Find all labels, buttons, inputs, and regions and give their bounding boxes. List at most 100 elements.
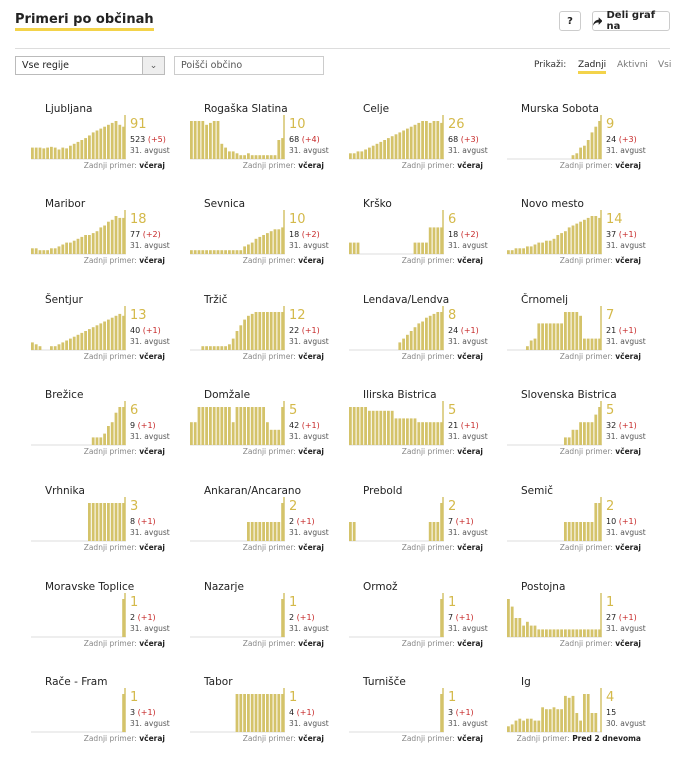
delta-count: (+1) — [618, 421, 637, 430]
search-input[interactable] — [174, 56, 324, 75]
chart-bar — [548, 323, 552, 350]
municipality-card[interactable]: Brežice 6 9 (+1) 31. avgust Zadnji primer: v… — [31, 389, 181, 479]
chart-bar — [110, 122, 114, 159]
municipality-card[interactable]: Novo mesto 14 37 (+1) 31. avgust Zadnji prim… — [507, 198, 657, 288]
delta-count: (+1) — [460, 326, 479, 335]
municipality-card[interactable]: Ankaran/Ancarano 2 2 (+1) 31. avgust Zadnji … — [190, 485, 340, 575]
last-case-label: Zadnji primer: — [559, 639, 613, 648]
chart-bar — [88, 135, 91, 159]
chart-bar — [579, 147, 582, 159]
municipality-card[interactable]: Rače - Fram 1 3 (+1) 31. avgust Zadnji prime… — [31, 676, 181, 766]
option-aktivni[interactable]: Aktivni — [617, 60, 648, 70]
chart-bar — [243, 246, 246, 254]
chart-bar — [409, 126, 413, 159]
last-case-row: Zadnji primer: včeraj — [84, 543, 165, 552]
municipality-name: Šentjur — [45, 294, 83, 306]
region-select[interactable]: Vse regije ⌄ — [15, 56, 165, 75]
municipality-card[interactable]: Maribor 18 77 (+2) 31. avgust Zadnji primer:… — [31, 198, 181, 288]
chart-bar — [91, 503, 95, 541]
total-count: 40 — [130, 326, 141, 335]
latest-count: 5 — [606, 403, 615, 418]
sparkline-chart — [349, 688, 444, 733]
last-case-label: Zadnji primer: — [516, 734, 570, 743]
help-button[interactable]: ? — [559, 11, 581, 31]
municipality-card[interactable]: Domžale 5 42 (+1) 31. avgust Zadnji primer: … — [190, 389, 340, 479]
municipality-name: Tabor — [204, 676, 233, 688]
municipality-card[interactable]: Črnomelj 7 21 (+1) 31. avgust Zadnji primer:… — [507, 294, 657, 384]
chart-bar — [590, 216, 594, 254]
municipality-card[interactable]: Moravske Toplice 1 2 (+1) 31. avgust Zadnji … — [31, 581, 181, 671]
chart-bar — [356, 242, 360, 254]
municipality-card[interactable]: Tabor 1 4 (+1) 31. avgust Zadnji primer: vče… — [190, 676, 340, 766]
chart-bar — [398, 132, 402, 159]
chart-bar — [258, 155, 262, 159]
last-case-row: Zadnji primer: včeraj — [402, 352, 483, 361]
sparkline-chart — [31, 306, 126, 351]
chart-bar — [110, 317, 114, 350]
municipality-card[interactable]: Rogaška Slatina 10 68 (+4) 31. avgust Zadnji… — [190, 103, 340, 193]
last-case-label: Zadnji primer: — [559, 447, 613, 456]
total-count: 7 — [448, 613, 454, 622]
option-vsi[interactable]: Vsi — [658, 60, 672, 70]
chart-bar — [118, 313, 122, 350]
chart-bar — [360, 151, 364, 159]
municipality-name: Tržič — [204, 294, 228, 306]
last-case-when: včeraj — [457, 161, 483, 170]
chart-bar — [586, 338, 590, 350]
municipality-card[interactable]: Vrhnika 3 8 (+1) 31. avgust Zadnji primer: v… — [31, 485, 181, 575]
chart-bar — [352, 407, 356, 445]
chart-bar — [224, 147, 227, 159]
municipality-card[interactable]: Postojna 1 27 (+1) 31. avgust Zadnji primer:… — [507, 581, 657, 671]
chart-bar — [586, 522, 590, 541]
last-case-when: včeraj — [457, 734, 483, 743]
municipality-card[interactable]: Lendava/Lendva 8 24 (+1) 31. avgust Zadnji p… — [349, 294, 499, 384]
municipality-name: Ankaran/Ancarano — [204, 485, 301, 497]
chart-bar — [425, 242, 428, 254]
municipality-card[interactable]: Krško 6 18 (+2) 31. avgust Zadnji primer: vč… — [349, 198, 499, 288]
municipality-card[interactable]: Tržič 12 22 (+1) 31. avgust Zadnji primer: v… — [190, 294, 340, 384]
last-case-row: Zadnji primer: včeraj — [84, 447, 165, 456]
delta-count: (+1) — [296, 517, 315, 526]
municipality-card[interactable]: Ljubljana 91 523 (+5) 31. avgust Zadnji prim… — [31, 103, 181, 193]
municipality-card[interactable]: Celje 26 68 (+3) 31. avgust Zadnji primer: v… — [349, 103, 499, 193]
chart-bar — [247, 407, 250, 445]
chart-bar — [239, 250, 243, 254]
municipality-card[interactable]: Semič 2 10 (+1) 31. avgust Zadnji primer: vč… — [507, 485, 657, 575]
municipality-card[interactable]: Nazarje 1 2 (+1) 31. avgust Zadnji primer: v… — [190, 581, 340, 671]
municipality-card[interactable]: Prebold 2 7 (+1) 31. avgust Zadnji primer: v… — [349, 485, 499, 575]
latest-count: 5 — [289, 403, 298, 418]
total-count-row: 21 (+1) — [606, 326, 637, 335]
chart-bar — [243, 155, 246, 159]
chart-bar — [406, 334, 409, 350]
chart-bar — [197, 407, 201, 445]
municipality-card[interactable]: Slovenska Bistrica 5 32 (+1) 31. avgust Zadn… — [507, 389, 657, 479]
chart-bar — [552, 629, 556, 637]
chart-bar — [209, 122, 212, 159]
chart-bar — [34, 147, 38, 159]
municipality-card[interactable]: Ig 4 15 30. avgust Zadnji primer: Pred 2 dn… — [507, 676, 657, 766]
chart-bar — [88, 329, 91, 350]
chart-bar — [231, 338, 235, 350]
last-case-label: Zadnji primer: — [401, 161, 455, 170]
chart-bar — [379, 410, 383, 445]
last-case-when: včeraj — [139, 256, 165, 265]
total-count-row: 21 (+1) — [448, 421, 479, 430]
last-case-label: Zadnji primer: — [559, 543, 613, 552]
municipality-card[interactable]: Murska Sobota 9 24 (+3) 31. avgust Zadnji pr… — [507, 103, 657, 193]
chart-bar — [440, 503, 443, 541]
chart-bar — [387, 410, 390, 445]
chart-bar — [440, 422, 443, 445]
municipality-card[interactable]: Šentjur 13 40 (+1) 31. avgust Zadnji primer:… — [31, 294, 181, 384]
municipality-card[interactable]: Ilirska Bistrica 5 21 (+1) 31. avgust Zadnji… — [349, 389, 499, 479]
chart-bar — [406, 418, 409, 445]
municipality-card[interactable]: Ormož 1 7 (+1) 31. avgust Zadnji primer: vče… — [349, 581, 499, 671]
last-case-label: Zadnji primer: — [83, 161, 137, 170]
municipality-card[interactable]: Sevnica 10 18 (+2) 31. avgust Zadnji primer:… — [190, 198, 340, 288]
total-count: 24 — [606, 135, 617, 144]
chart-bar — [590, 338, 594, 350]
last-case-when: včeraj — [139, 161, 165, 170]
municipality-card[interactable]: Turnišče 1 3 (+1) 31. avgust Zadnji primer: … — [349, 676, 499, 766]
chart-bar — [349, 153, 352, 159]
share-button[interactable]: Deli graf na — [592, 10, 670, 32]
option-zadnji[interactable]: Zadnji — [578, 60, 607, 74]
